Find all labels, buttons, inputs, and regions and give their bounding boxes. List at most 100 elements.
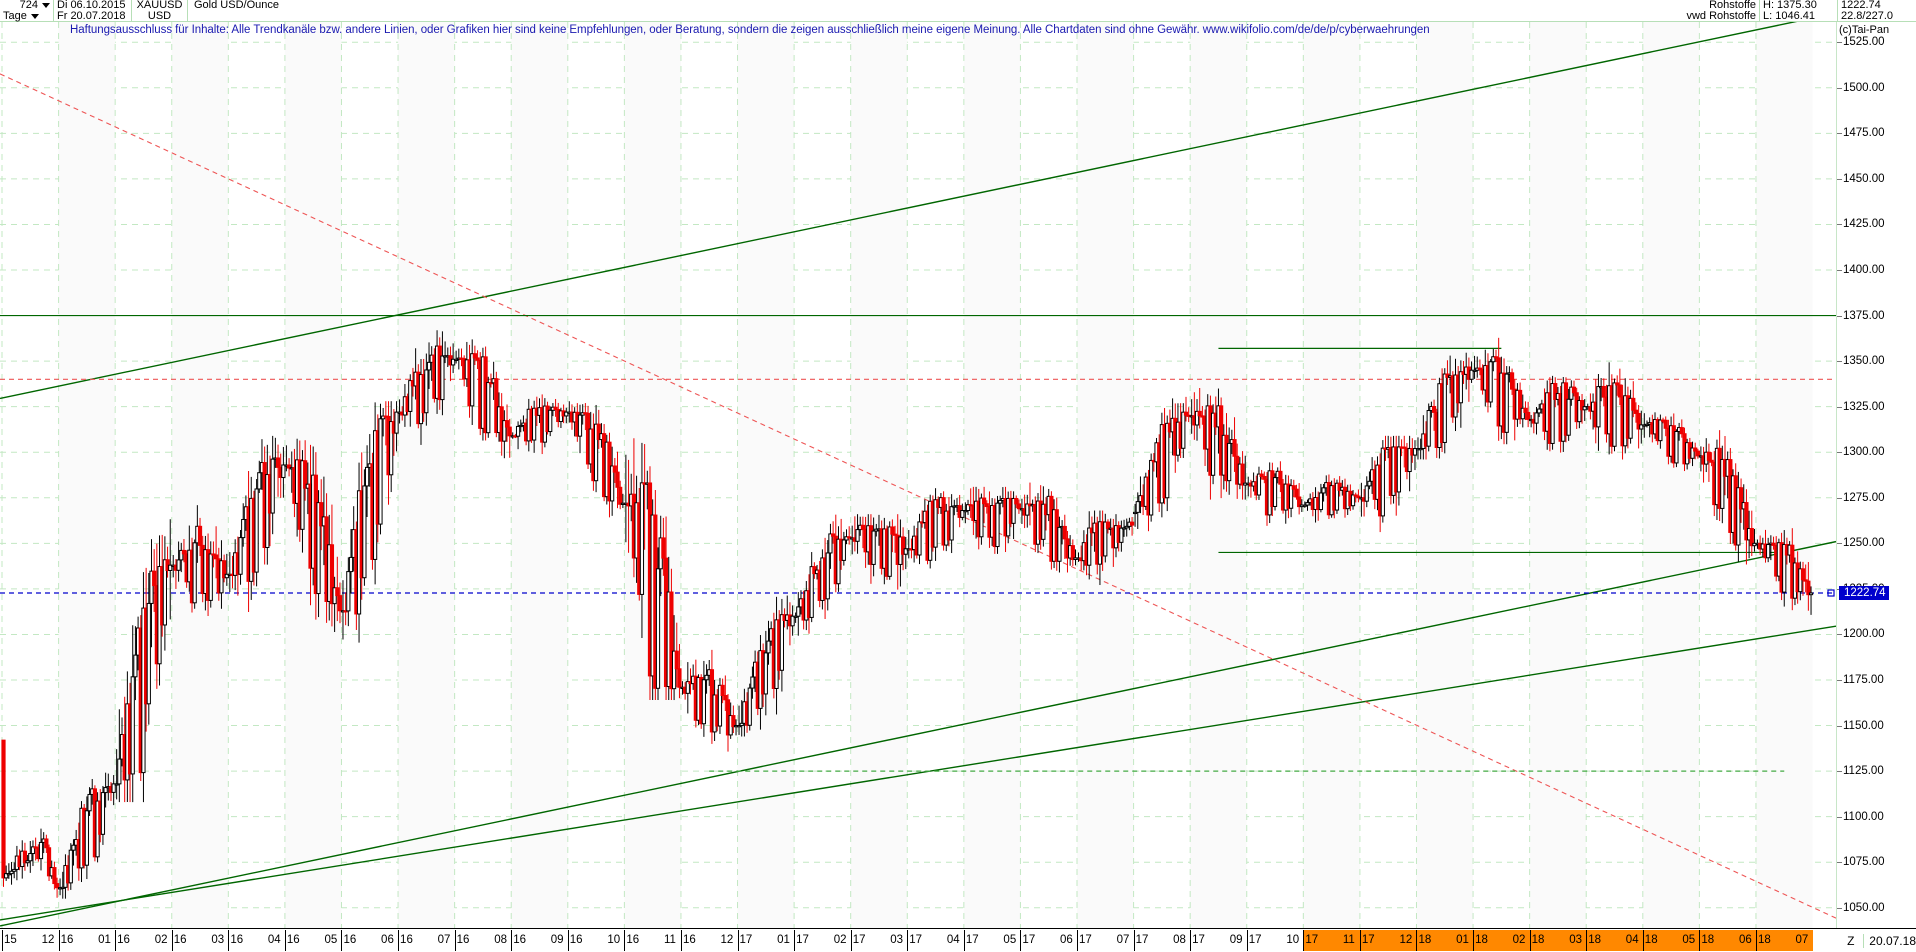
date-axis-year-label: 16 <box>286 934 300 946</box>
date-axis-year-label: 17 <box>965 934 979 946</box>
date-axis-year-label: 17 <box>1135 934 1149 946</box>
date-axis-separator <box>1529 930 1531 951</box>
chart-plot-area[interactable] <box>0 22 1836 928</box>
price-axis-tickmark <box>1837 497 1842 499</box>
date-axis-month-label: 07 <box>437 934 451 946</box>
price-axis[interactable]: (c)Tai-Pan 1525.00 1500.00 1475.00 1450.00 1… <box>1836 22 1916 928</box>
date-axis-month-label: 08 <box>494 934 507 946</box>
date-axis-separator <box>737 930 739 951</box>
date-axis-month-label: 02 <box>1512 934 1526 946</box>
date-axis-separator <box>398 930 400 951</box>
price-axis-tick: 1300.00 <box>1843 446 1885 459</box>
instrument-name-cell: Gold USD/Ounce <box>188 0 1668 22</box>
date-axis-year-label: 17 <box>1022 934 1036 946</box>
gridlines <box>0 22 1836 928</box>
symbol-cell[interactable]: XAUUSD USD <box>132 0 188 22</box>
date-axis-month-label: 04 <box>267 934 281 946</box>
date-axis-year-label: 17 <box>1361 934 1375 946</box>
date-axis-month-label: 07 <box>1795 934 1809 946</box>
date-axis-month-label: 01 <box>1456 934 1469 946</box>
symbol-currency: USD <box>147 10 172 22</box>
date-axis-month-label: 11 <box>1342 934 1355 946</box>
price-axis-tickmark <box>1837 907 1842 909</box>
current-price-label[interactable]: 1222.74 <box>1839 586 1889 600</box>
date-axis-separator <box>567 930 569 951</box>
zoom-marker[interactable]: Z <box>1838 934 1865 948</box>
price-axis-tick: 1175.00 <box>1843 674 1884 686</box>
date-range-highlight-band[interactable] <box>1303 930 1813 951</box>
price-axis-tick: 1150.00 <box>1843 719 1884 732</box>
price-axis-tick: 1100.00 <box>1843 810 1884 823</box>
date-axis-year-label: 16 <box>569 934 583 946</box>
date-axis-month-label: 10 <box>607 934 621 946</box>
date-axis-month-label: 05 <box>1682 934 1696 946</box>
date-axis-separator <box>58 930 60 951</box>
price-axis-tick: 1250.00 <box>1843 537 1885 550</box>
date-axis[interactable]: 15 12 16 01 16 02 16 03 16 04 16 05 16 06 16 07 16 08 16 09… <box>0 928 1916 952</box>
date-axis-month-label: 05 <box>1003 934 1017 946</box>
price-axis-tickmark <box>1837 634 1842 636</box>
price-axis-tick: 1450.00 <box>1843 172 1885 185</box>
price-axis-tick: 1050.00 <box>1843 901 1885 914</box>
price-axis-tickmark <box>1837 725 1842 727</box>
price-axis-tickmark <box>1837 315 1842 317</box>
price-axis-tickmark <box>1837 42 1842 44</box>
last-price: 1222.74 <box>1841 0 1881 11</box>
price-axis-tickmark <box>1837 452 1842 454</box>
date-axis-separator <box>1755 930 1757 951</box>
provider-cell: Rohstoffe vwd Rohstoffe <box>1668 0 1760 22</box>
price-axis-tick: 1350.00 <box>1843 355 1885 368</box>
symbol-ticker: XAUUSD <box>136 0 183 11</box>
price-axis-tick: 1400.00 <box>1843 264 1885 276</box>
period-unit: Tage <box>3 10 27 22</box>
date-axis-separator <box>907 930 909 951</box>
date-axis-separator <box>228 930 230 951</box>
mid-green-support <box>0 540 1836 927</box>
date-axis-month-label: 01 <box>98 934 111 946</box>
date-axis-month-label: 04 <box>946 934 960 946</box>
date-axis-year-label: 17 <box>909 934 923 946</box>
date-range-cell[interactable]: Di 06.10.2015 Fr 20.07.2018 <box>54 0 132 22</box>
date-axis-separator <box>1133 930 1135 951</box>
date-axis-separator <box>1190 930 1192 951</box>
chevron-down-icon[interactable] <box>42 3 50 8</box>
date-to: Fr 20.07.2018 <box>57 10 126 22</box>
price-axis-tick: 1525.00 <box>1843 36 1885 49</box>
date-axis-year-label: 16 <box>513 934 526 946</box>
date-axis-year-label: 18 <box>1418 934 1432 946</box>
copyright-label: (c)Tai-Pan <box>1839 24 1890 36</box>
date-axis-separator <box>1077 930 1078 951</box>
date-axis-separator <box>1473 930 1475 951</box>
period-selector[interactable]: 724 Tage <box>0 0 54 22</box>
price-axis-tickmark <box>1837 680 1842 681</box>
date-axis-year-label: 16 <box>400 934 413 946</box>
date-axis-separator <box>284 930 286 951</box>
date-axis-year-label: 18 <box>1757 934 1771 946</box>
date-axis-year-label: 17 <box>1079 934 1092 946</box>
disclaimer-text: Haftungsausschluss für Inhalte: Alle Tre… <box>70 24 1430 36</box>
price-axis-tickmark <box>1837 816 1842 818</box>
date-axis-month-label: 12 <box>720 934 734 946</box>
instrument-name: Gold USD/Ounce <box>194 0 279 11</box>
current-price-handle[interactable] <box>1827 589 1835 597</box>
last-price-cell: 1222.74 22.8/227.0 <box>1838 0 1916 22</box>
chevron-down-icon[interactable] <box>30 14 39 19</box>
price-axis-tickmark <box>1837 178 1842 180</box>
date-axis-month-label: 12 <box>41 934 55 946</box>
date-axis-separator <box>511 930 513 951</box>
date-axis-month-label: 03 <box>890 934 904 946</box>
date-axis-separator <box>341 930 343 951</box>
date-axis-year-label: 16 <box>230 934 244 946</box>
date-axis-separator <box>171 930 173 951</box>
period-high: H: 1375.30 <box>1763 0 1817 11</box>
price-axis-tick: 1200.00 <box>1843 628 1885 641</box>
date-axis-year-label: 16 <box>343 934 357 946</box>
lower-green-channel <box>0 625 1836 921</box>
date-axis-month-label: 01 <box>777 934 790 946</box>
date-axis-month-label: 03 <box>1569 934 1583 946</box>
date-axis-year-label: 18 <box>1531 934 1545 946</box>
date-axis-separator <box>1359 930 1361 951</box>
price-axis-tickmark <box>1837 87 1842 89</box>
date-axis-month-label: 06 <box>1060 934 1073 946</box>
